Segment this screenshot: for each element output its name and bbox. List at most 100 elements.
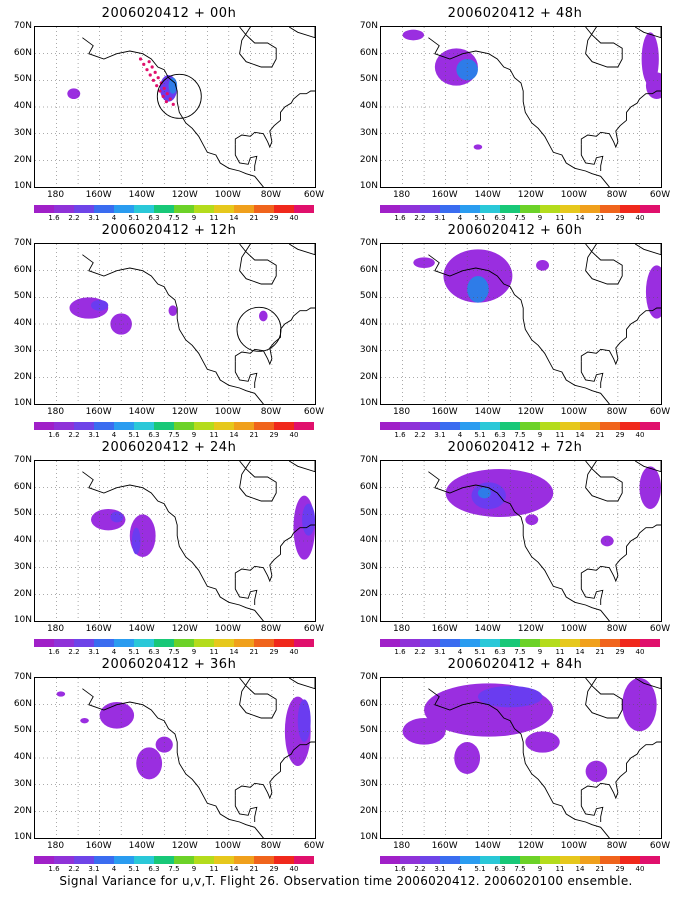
coastline <box>82 37 264 187</box>
colorbar-swatch <box>620 856 640 864</box>
lat-tick-label: 10N <box>359 832 378 843</box>
colorbar-swatch <box>460 639 480 647</box>
colorbar-swatch <box>274 639 294 647</box>
map-panel: 2006020412 + 00h 70N 60N 50N 40N 30N 20N 10N 180… <box>4 6 334 222</box>
colorbar-swatch <box>560 639 580 647</box>
colorbar-label: 4 <box>111 214 117 222</box>
colorbar-swatch <box>234 639 254 647</box>
map-canvas <box>381 461 661 621</box>
colorbar-swatch <box>480 205 500 213</box>
lon-tick-label: 100W <box>560 624 587 634</box>
colorbar-label: 29 <box>615 214 625 222</box>
colorbar-swatch <box>254 639 274 647</box>
coastline <box>234 578 258 605</box>
lat-tick-label: 30N <box>359 127 378 138</box>
lon-tick-label: 160W <box>431 190 458 200</box>
colorbar-swatch <box>274 205 294 213</box>
colorbar-label: 9 <box>191 431 197 439</box>
colorbar-swatch <box>580 639 600 647</box>
lat-tick-label: 70N <box>359 455 378 465</box>
variance-contour <box>302 503 315 536</box>
colorbar-swatch <box>74 856 94 864</box>
colorbar-label: 3.1 <box>88 648 100 656</box>
coastline <box>580 361 604 388</box>
colorbar-label: 9 <box>537 648 543 656</box>
colorbar-label: 2.2 <box>414 431 426 439</box>
lon-tick-label: 160W <box>431 841 458 851</box>
colorbar-swatch <box>214 856 234 864</box>
colorbar-label: 29 <box>269 648 279 656</box>
coastline <box>234 144 258 171</box>
variance-contour <box>136 747 163 780</box>
colorbar-swatch <box>214 422 234 430</box>
colorbar-label: 9 <box>537 431 543 439</box>
colorbar-label: 4 <box>457 648 463 656</box>
variance-contour <box>477 686 543 708</box>
lat-tick-label: 10N <box>13 615 32 626</box>
lon-tick-label: 160W <box>85 190 112 200</box>
colorbar-swatch <box>600 639 620 647</box>
coastline <box>428 471 610 621</box>
map-panel: 2006020412 + 12h 70N 60N 50N 40N 30N 20N 10N 180… <box>4 223 334 439</box>
coastline <box>428 254 610 404</box>
variance-contour <box>91 300 109 311</box>
colorbar-swatch <box>440 639 460 647</box>
colorbar-label: 4 <box>111 431 117 439</box>
colorbar-swatch <box>54 856 74 864</box>
lat-tick-label: 50N <box>13 74 32 85</box>
variance-contour <box>645 72 661 99</box>
colorbar-swatch <box>154 205 174 213</box>
colorbar-label: 14 <box>229 214 239 222</box>
variance-contour <box>99 702 135 729</box>
variance-contour <box>259 310 268 322</box>
colorbar-label: 3.1 <box>434 865 446 873</box>
lat-tick-label: 30N <box>359 561 378 572</box>
colorbar-label: 21 <box>249 431 259 439</box>
colorbar-swatch <box>380 422 400 430</box>
observation-point <box>162 86 166 90</box>
variance-contour <box>168 305 178 316</box>
colorbar-swatch <box>440 205 460 213</box>
colorbar-swatch <box>74 639 94 647</box>
map-area <box>380 677 662 839</box>
colorbar-swatch <box>460 856 480 864</box>
lon-tick-label: 140W <box>474 190 501 200</box>
colorbar-swatch <box>74 205 94 213</box>
coastline <box>580 90 661 149</box>
colorbar-swatch <box>600 856 620 864</box>
coastline <box>580 307 661 366</box>
observation-point <box>138 57 143 61</box>
lat-tick-label: 40N <box>13 101 32 112</box>
colorbar-label: 11 <box>209 865 219 873</box>
lon-tick-label: 60W <box>649 190 671 200</box>
coastline <box>585 244 623 285</box>
figure-caption: Signal Variance for u,v,T. Flight 26. Ob… <box>59 874 633 888</box>
panel-title: 2006020412 + 00h <box>101 6 237 21</box>
colorbar-label: 14 <box>229 648 239 656</box>
colorbar-label: 6.3 <box>494 431 506 439</box>
lat-tick-label: 40N <box>13 318 32 329</box>
colorbar <box>34 422 314 430</box>
colorbar-label: 21 <box>595 648 605 656</box>
colorbar-label: 2.2 <box>68 431 80 439</box>
colorbar-label: 3.1 <box>88 214 100 222</box>
lon-tick-label: 80W <box>606 841 628 851</box>
colorbar-label: 7.5 <box>168 214 180 222</box>
colorbar-swatch <box>480 856 500 864</box>
panel-title: 2006020412 + 36h <box>101 657 237 672</box>
lat-tick-label: 50N <box>359 725 378 736</box>
colorbar-label: 40 <box>635 865 645 873</box>
variance-contour <box>639 466 661 509</box>
lat-tick-label: 60N <box>13 47 32 58</box>
colorbar-label: 2.2 <box>68 214 80 222</box>
map-canvas <box>35 678 315 838</box>
colorbar-label: 2.2 <box>68 648 80 656</box>
lat-tick-label: 30N <box>359 344 378 355</box>
lon-tick-label: 120W <box>171 624 198 634</box>
colorbar-label: 6.3 <box>148 431 160 439</box>
lon-tick-label: 100W <box>214 407 241 417</box>
lon-tick-label: 120W <box>517 624 544 634</box>
lon-tick-label: 180 <box>392 407 411 417</box>
map-panel: 2006020412 + 84h 70N 60N 50N 40N 30N 20N 10N 180… <box>350 657 680 873</box>
colorbar-swatch <box>194 639 214 647</box>
